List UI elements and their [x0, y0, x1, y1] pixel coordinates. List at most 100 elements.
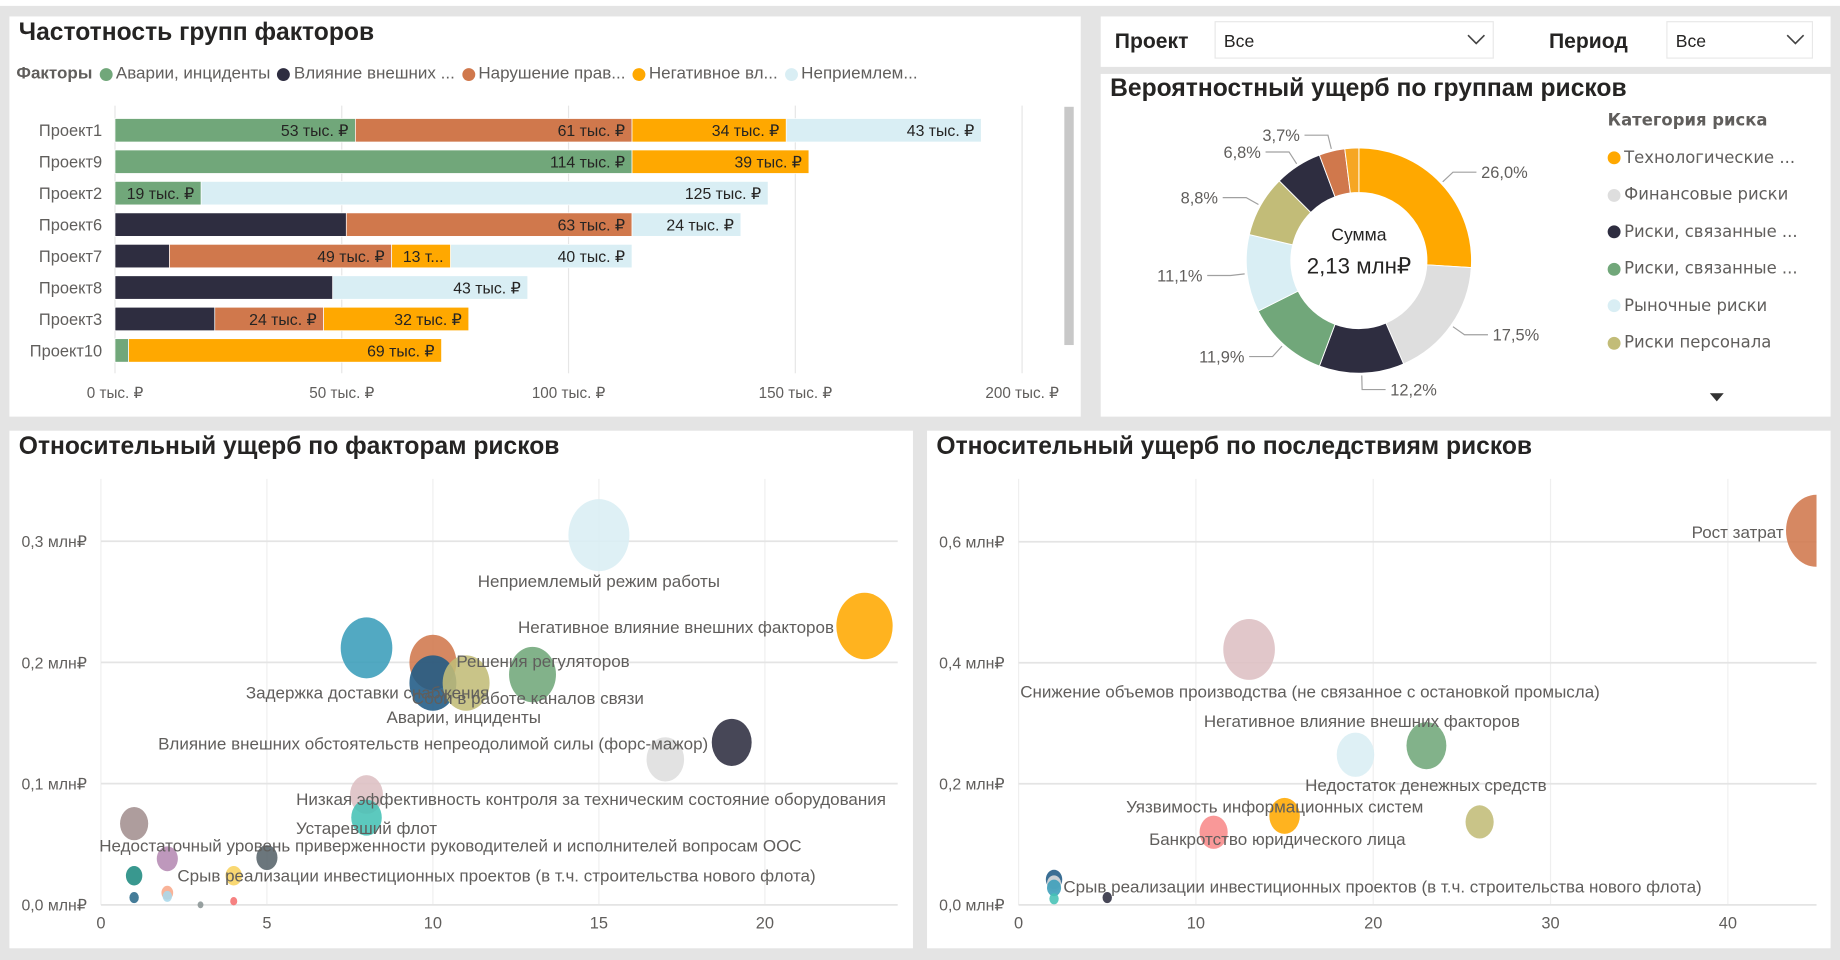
bubble[interactable]	[1406, 722, 1447, 770]
bar-segment[interactable]	[450, 243, 633, 269]
bubble[interactable]	[1465, 805, 1494, 839]
donut-slice[interactable]	[1358, 147, 1472, 269]
bubble[interactable]	[351, 799, 382, 836]
bar-data-label: 69 тыс. ₽	[367, 343, 434, 360]
bar-segment[interactable]	[631, 212, 742, 237]
bubble[interactable]	[230, 897, 238, 906]
bubble[interactable]	[1336, 732, 1375, 777]
y-tick-label: 0,4 млн₽	[939, 656, 1004, 673]
bubble[interactable]	[568, 499, 630, 572]
slice-percent-label: 3,7%	[1262, 127, 1299, 145]
x-tick-label: 0	[96, 914, 105, 932]
bubble[interactable]	[256, 845, 278, 871]
legend-label: Нарушение прав...	[478, 64, 626, 84]
legend-dot-icon	[1607, 151, 1621, 165]
bubble-label: Срыв реализации инвестиционных проектов …	[177, 867, 815, 886]
period-dropdown[interactable]: Все	[1666, 21, 1814, 59]
legend-label: Риски, связанные ...	[1624, 222, 1798, 242]
legend-item[interactable]: Нарушение прав...	[461, 64, 626, 84]
chevron-down-icon	[1786, 34, 1805, 45]
bar-data-label: 34 тыс. ₽	[712, 123, 779, 140]
bubble-chart-consequences-title: Относительный ущерб по последствиям риск…	[936, 433, 1533, 461]
leader-line	[1442, 171, 1477, 183]
legend-item[interactable]: Неприемлем...	[784, 64, 918, 84]
y-category-label: Проект1	[39, 122, 102, 140]
bubble[interactable]	[1046, 879, 1062, 897]
leader-line	[1361, 375, 1386, 391]
bar-data-label: 39 тыс. ₽	[734, 155, 801, 172]
y-category-label: Проект7	[39, 248, 102, 266]
bar-data-label: 43 тыс. ₽	[453, 280, 520, 297]
bar-segment[interactable]	[114, 243, 170, 269]
bubble[interactable]	[1199, 815, 1228, 849]
bubble[interactable]	[646, 737, 685, 782]
donut-slice[interactable]	[1344, 147, 1360, 194]
bar-segment[interactable]	[128, 338, 442, 363]
legend-item[interactable]: Технологические ...	[1607, 140, 1798, 177]
project-dropdown[interactable]: Все	[1214, 21, 1494, 59]
legend-item[interactable]: Финансовые риски	[1607, 177, 1798, 214]
bar-segment[interactable]	[323, 306, 470, 332]
filter-panel: Проект Все Период Все	[1100, 16, 1831, 67]
bubble-label: Недостаточный уровень приверженности рук…	[99, 837, 801, 856]
bubble[interactable]	[836, 592, 893, 660]
bubble[interactable]	[120, 807, 149, 841]
bubble[interactable]	[442, 655, 490, 711]
bubble[interactable]	[162, 890, 173, 902]
bar-segment[interactable]	[200, 181, 769, 206]
legend-item[interactable]: Негативное вл...	[632, 65, 778, 83]
y-category-label: Проект2	[39, 185, 102, 203]
bubble[interactable]	[1786, 494, 1840, 567]
bar-data-label: 114 тыс. ₽	[550, 155, 625, 172]
leader-line	[1249, 345, 1283, 358]
bar-segment[interactable]	[114, 275, 334, 300]
bubble[interactable]	[409, 655, 457, 711]
bubble[interactable]	[156, 846, 178, 872]
project-filter-label: Проект	[1114, 29, 1189, 53]
legend-item[interactable]: Риски, связанные ...	[1607, 214, 1798, 251]
bubble[interactable]	[509, 646, 556, 703]
leader-line	[1222, 197, 1259, 206]
x-tick-label: 20	[1364, 914, 1382, 932]
bubble[interactable]	[340, 617, 393, 679]
legend-item[interactable]: Аварии, инциденты	[99, 65, 270, 83]
bar-segment[interactable]	[114, 306, 216, 332]
bar-segment[interactable]	[114, 212, 347, 237]
bubble[interactable]	[1102, 892, 1112, 904]
bar-segment[interactable]	[785, 118, 982, 143]
bar-segment[interactable]	[631, 149, 810, 174]
x-tick-label: 0 тыс. ₽	[87, 385, 144, 402]
bubble[interactable]	[225, 866, 242, 886]
bubble[interactable]	[125, 866, 143, 886]
legend-dot-icon	[1607, 225, 1621, 239]
legend-item[interactable]: Влияние внешних ...	[277, 64, 455, 84]
legend-item[interactable]: Рыночные риски	[1607, 288, 1798, 325]
bubble[interactable]	[129, 892, 139, 904]
bubble[interactable]	[1223, 618, 1275, 680]
scrollbar[interactable]	[1064, 106, 1074, 346]
legend-label: Влияние внешних ...	[293, 64, 455, 84]
x-tick-label: 0	[1014, 914, 1023, 932]
legend-label: Неприемлем...	[801, 64, 918, 84]
legend-dot-icon	[1607, 336, 1621, 350]
bar-data-label: 61 тыс. ₽	[558, 123, 625, 140]
x-tick-label: 200 тыс. ₽	[985, 385, 1059, 402]
x-tick-label: 30	[1541, 914, 1559, 932]
bubble[interactable]	[1269, 797, 1300, 834]
bubble[interactable]	[197, 901, 204, 909]
legend-item[interactable]: Риски, связанные ...	[1607, 251, 1798, 288]
donut-slice[interactable]	[1385, 264, 1472, 365]
legend-item[interactable]: Риски персонала	[1607, 325, 1798, 362]
legend-scroll-down-icon[interactable]	[1709, 393, 1724, 402]
project-dropdown-value: Все	[1223, 31, 1255, 52]
bar-chart-title: Частотность групп факторов	[18, 18, 375, 46]
bubble[interactable]	[1049, 893, 1059, 905]
bubble[interactable]	[711, 718, 752, 766]
bar-segment[interactable]	[114, 338, 129, 363]
bar-segment[interactable]	[332, 275, 529, 300]
slice-percent-label: 26,0%	[1481, 164, 1528, 182]
bubble-chart-consequences: 0 10 20 30 40 0,0 млн₽ 0,2 млн₽ 0,4 млн₽ 0,6 млн…	[939, 478, 1840, 932]
y-tick-label: 0,2 млн₽	[21, 655, 86, 672]
donut-chart-title: Вероятностный ущерб по группам рисков	[1110, 75, 1627, 103]
x-tick-label: 5	[262, 914, 271, 932]
